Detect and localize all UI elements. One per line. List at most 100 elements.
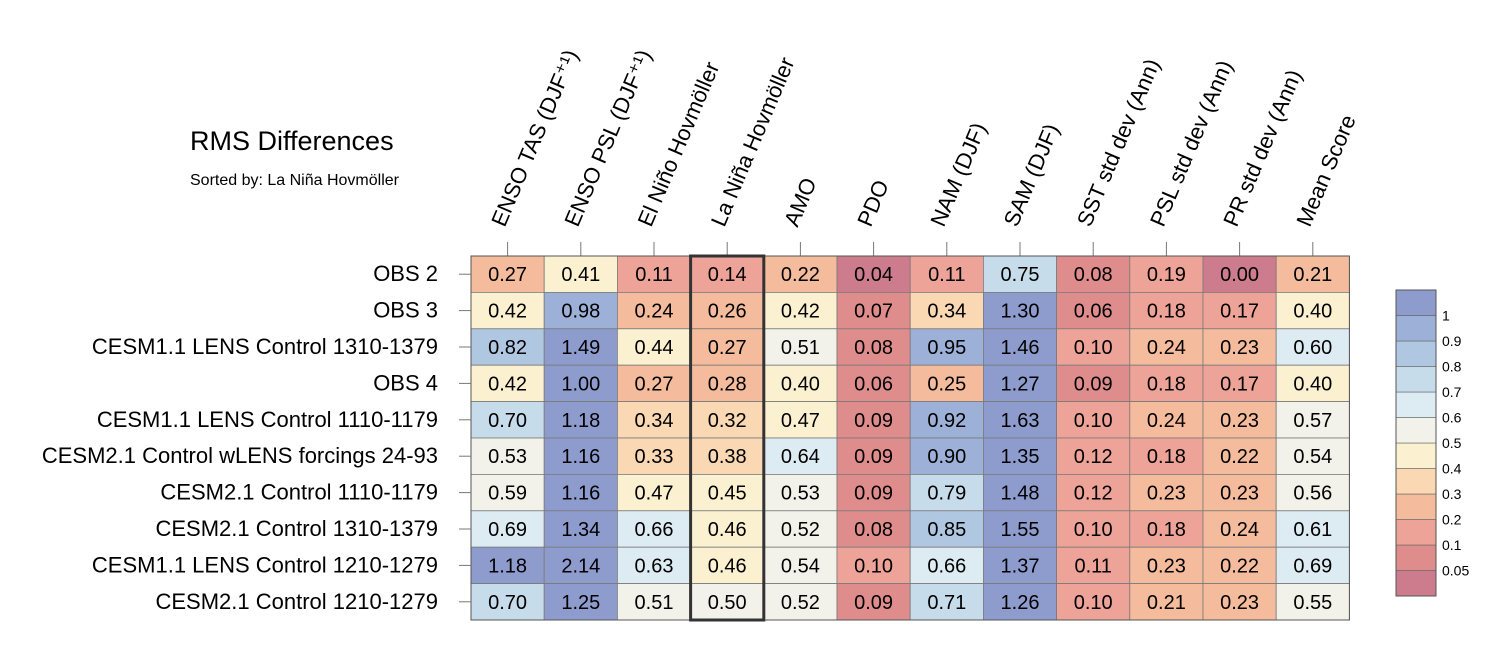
heatmap-cell: [617, 583, 692, 621]
cell-value-label: 0.22: [1220, 446, 1259, 468]
cell-value-label: 0.98: [561, 301, 600, 323]
cell-value-label: 0.24: [1147, 410, 1186, 432]
heatmap-cell: [836, 401, 911, 439]
column-label: Mean Score: [1291, 111, 1360, 230]
heatmap-cell: [983, 510, 1058, 548]
cell-value-label: 0.38: [708, 446, 747, 468]
heatmap-cell: [836, 437, 911, 475]
chart-title: RMS Differences: [190, 126, 394, 156]
colorbar: 0.05 0.1 0.2 0.3 0.4 0.5 0.6 0.7 0.8 0.9 1: [1395, 289, 1469, 597]
cell-value-label: 0.10: [1074, 519, 1113, 541]
cell-value-label: 2.14: [561, 555, 600, 577]
colorbar-segment: [1395, 391, 1437, 418]
cell-value-label: 1.55: [1001, 519, 1040, 541]
heatmap-cell: [690, 291, 765, 330]
row-label: OBS 4: [373, 370, 438, 395]
cell-value-label: 0.41: [561, 264, 600, 286]
cell-value-label: 0.17: [1220, 373, 1259, 395]
colorbar-tick-label: 0.3: [1442, 486, 1462, 502]
cell-value-label: 0.59: [488, 483, 527, 505]
heatmap-cell: [690, 510, 765, 548]
heatmap-cell: [909, 328, 984, 366]
cell-value-label: 0.51: [635, 592, 674, 614]
row-label: OBS 3: [373, 298, 438, 323]
heatmap-cell: [909, 546, 984, 585]
heatmap-cell: [983, 583, 1058, 621]
heatmap-cell: [1202, 546, 1277, 585]
heatmap-cell: [909, 255, 984, 293]
colorbar-tick-label: 0.9: [1442, 333, 1462, 349]
cell-value-label: 0.69: [1293, 555, 1332, 577]
cell-value-label: 0.51: [781, 337, 820, 359]
heatmap-cell: [763, 328, 838, 366]
colorbar-tick-label: 0.2: [1442, 512, 1462, 528]
cell-value-label: 0.00: [1220, 264, 1259, 286]
heatmap-cell: [617, 328, 692, 366]
heatmap-cell: [763, 510, 838, 548]
colorbar-segment: [1395, 315, 1437, 342]
colorbar-segment: [1395, 519, 1437, 546]
heatmap-cell: [470, 401, 545, 439]
cell-value-label: 0.46: [708, 555, 747, 577]
column-label: NAM (DJF): [925, 119, 991, 230]
cell-value-label: 1.00: [561, 373, 600, 395]
heatmap-cell: [1202, 401, 1277, 439]
cell-value-label: 0.63: [635, 555, 674, 577]
cell-value-label: 0.45: [708, 483, 747, 505]
colorbar-segment: [1395, 417, 1437, 444]
heatmap-cells: 0.27 0.41 0.11 0.14 0.22 0.04 0.11 0.75 0.08 0.19…: [470, 255, 1350, 621]
cell-value-label: 0.34: [927, 301, 966, 323]
heatmap-cell: [763, 437, 838, 475]
cell-value-label: 1.48: [1001, 483, 1040, 505]
heatmap-cell: [1275, 364, 1350, 403]
row-label: CESM1.1 LENS Control 1210-1279: [92, 552, 438, 577]
cell-value-label: 1.26: [1001, 592, 1040, 614]
colorbar-border: [1395, 289, 1437, 597]
cell-value-label: 0.09: [1074, 373, 1113, 395]
heatmap-cell: [836, 510, 911, 548]
cell-value-label: 0.11: [928, 264, 965, 286]
cell-value-label: 0.40: [1293, 301, 1332, 323]
cell-value-label: 0.11: [1074, 555, 1111, 577]
sorted-column-highlight: [689, 254, 766, 622]
colorbar-tick-label: 0.5: [1442, 435, 1462, 451]
cell-value-label: 0.08: [854, 337, 893, 359]
heatmap-cell: [690, 473, 765, 512]
heatmap-cell: [1129, 583, 1204, 621]
cell-value-label: 0.10: [1074, 592, 1113, 614]
column-labels: ENSO TAS (DJF⁺¹)ENSO PSL (DJF⁺¹)El Niño …: [486, 46, 1361, 256]
column-label: PR std dev (Ann): [1218, 66, 1306, 230]
row-labels: OBS 2 OBS 3 CESM1.1 LENS Control 1310-1379…: [42, 261, 471, 614]
colorbar-segment: [1395, 289, 1437, 316]
heatmap-cell: [470, 437, 545, 475]
cell-value-label: 0.71: [927, 592, 966, 614]
heatmap-cell: [1056, 437, 1131, 475]
heatmap-cell: [1129, 255, 1204, 293]
cell-value-label: 0.27: [488, 264, 527, 286]
cell-value-label: 0.09: [854, 592, 893, 614]
cell-value-label: 0.24: [1147, 337, 1186, 359]
heatmap-cell: [909, 401, 984, 439]
cell-value-label: 0.22: [1220, 555, 1259, 577]
cell-value-label: 0.07: [854, 301, 893, 323]
heatmap-cell: [543, 401, 618, 439]
cell-value-label: 0.18: [1147, 446, 1186, 468]
heatmap-cell: [983, 255, 1058, 293]
row-label: CESM2.1 Control 1210-1279: [156, 589, 439, 614]
cell-value-label: 0.18: [1147, 519, 1186, 541]
heatmap-cell: [909, 583, 984, 621]
cell-value-label: 0.23: [1220, 483, 1259, 505]
cell-value-label: 1.27: [1001, 373, 1040, 395]
colorbar-segment: [1395, 570, 1437, 597]
heatmap-cell: [1129, 546, 1204, 585]
cell-value-label: 1.18: [561, 410, 600, 432]
cell-value-label: 1.35: [1001, 446, 1040, 468]
row-label: CESM1.1 LENS Control 1110-1179: [97, 407, 438, 432]
cell-value-label: 0.10: [854, 555, 893, 577]
cell-value-label: 0.92: [927, 410, 966, 432]
heatmap-cell: [1275, 401, 1350, 439]
colorbar-tick-label: 0.05: [1442, 563, 1469, 579]
column-label: SAM (DJF): [999, 120, 1065, 230]
heatmap-cell: [1129, 328, 1204, 366]
